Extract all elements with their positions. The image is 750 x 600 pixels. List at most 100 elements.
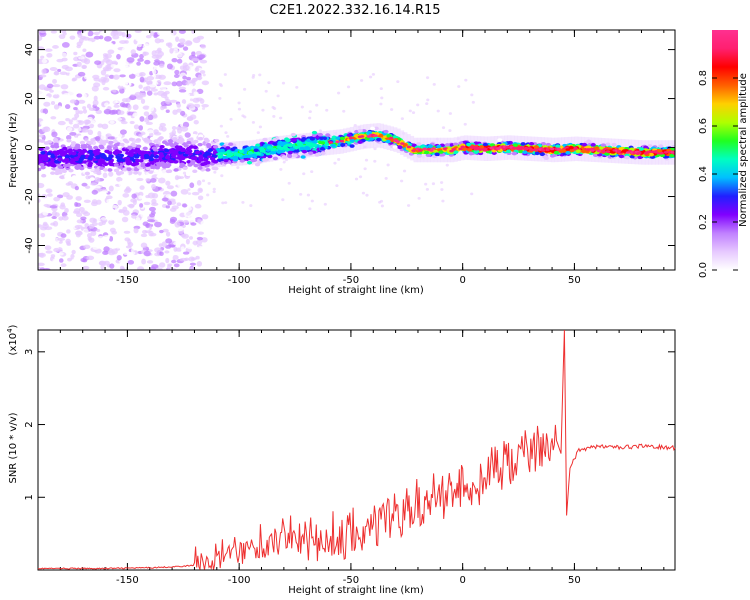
heatmap-cell [104,102,109,107]
heatmap-cell [139,116,145,122]
heatmap-cell [180,234,186,238]
heatmap-cell [119,129,127,135]
heatmap-cell [59,115,67,119]
heatmap-cell [319,141,326,145]
heatmap-cell [145,121,153,125]
heatmap-cell [57,237,66,241]
heatmap-cell [104,35,112,42]
heatmap-cell [84,40,93,44]
heatmap-cell [173,246,178,252]
heatmap-cell [87,156,93,161]
heatmap-cell [281,141,287,145]
heatmap-cell [390,108,394,111]
heatmap-cell [116,117,122,122]
heatmap-cell [88,107,96,111]
heatmap-cell [38,224,43,228]
heatmap-cell [122,79,130,85]
heatmap-cell [87,161,94,166]
heatmap-cell [98,221,104,226]
heatmap-cell [93,124,99,130]
heatmap-cell [201,214,209,220]
heatmap-cell [116,137,122,141]
heatmap-cell [291,137,297,142]
heatmap-cell [126,145,133,150]
heatmap-cell [52,137,59,142]
heatmap-cell [164,90,170,95]
heatmap-cell [371,73,375,76]
heatmap-cell [92,74,100,80]
heatmap-cell [71,175,78,179]
heatmap-cell [299,192,303,196]
heatmap-cell [91,199,98,204]
heatmap-cell [369,126,376,131]
heatmap-cell [110,64,117,68]
heatmap-cell [73,256,81,260]
heatmap-cell [207,182,211,185]
heatmap-cell [197,195,204,201]
heatmap-cell [50,30,58,34]
heatmap-cell [102,168,109,172]
heatmap-cell [103,139,110,144]
heatmap-cell [586,139,592,144]
heatmap-cell [38,262,45,267]
heatmap-cell [40,205,46,210]
heatmap-cell [64,154,71,159]
heatmap-cell [279,116,283,120]
heatmap-cell [424,182,428,186]
heatmap-cell [158,262,166,268]
heatmap-cell [308,151,314,155]
heatmap-cell [187,163,193,167]
heatmap-cell [158,42,166,49]
heatmap-cell [302,172,306,176]
heatmap-cell [310,170,314,174]
heatmap-cell [113,68,121,73]
heatmap-cell [85,97,93,102]
heatmap-cell [201,107,206,110]
heatmap-cell [114,38,121,43]
heatmap-cell [38,167,42,172]
heatmap-cell [205,143,212,147]
heatmap-cell [121,103,129,108]
heatmap-cell [333,161,337,165]
heatmap-cell [59,175,65,179]
heatmap-cell [194,67,200,72]
heatmap-cell [133,227,139,234]
heatmap-cell [448,112,452,115]
heatmap-cell [82,228,89,235]
heatmap-cell [87,236,92,241]
heatmap-cell [243,115,247,119]
heatmap-cell [191,58,200,62]
heatmap-cell [68,168,74,173]
heatmap-cell [107,42,114,48]
heatmap-cell [141,39,147,45]
heatmap-cell [173,160,179,164]
heatmap-cell [368,75,373,79]
heatmap-cell [139,152,145,156]
heatmap-cell [301,149,308,154]
heatmap-cell [98,118,107,124]
heatmap-cell [77,135,84,139]
heatmap-cell [107,161,114,166]
heatmap-cell [124,115,129,119]
heatmap-cell [74,166,80,170]
heatmap-cell [81,182,88,187]
heatmap-cell [136,182,143,187]
heatmap-cell [197,74,202,81]
heatmap-cell [360,79,364,82]
heatmap-cell [96,199,102,205]
heatmap-cell [211,166,217,171]
heatmap-cell [135,138,142,142]
heatmap-cell [271,147,277,152]
heatmap-cell [93,145,99,150]
heatmap-cell [78,37,84,44]
heatmap-cell [40,151,46,155]
heatmap-cell [142,105,150,110]
heatmap-cell [489,146,494,150]
heatmap-cell [190,47,196,52]
line-x-axis-label: Height of straight line (km) [288,585,424,596]
heatmap-cell [93,31,100,36]
line-y-tick-label: 1 [24,494,35,500]
heatmap-cell [60,263,67,268]
heatmap-cell [357,128,363,133]
heatmap-cell [190,156,196,160]
